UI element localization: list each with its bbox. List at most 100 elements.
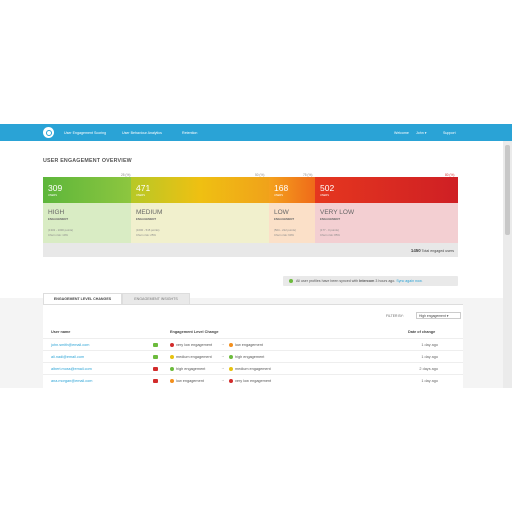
sync-notice: All user profiles have been synced with … xyxy=(283,276,458,286)
nav-label: User Engagement Scoring xyxy=(64,131,107,135)
to-level: low engagement xyxy=(235,343,263,347)
scrollbar-thumb[interactable] xyxy=(505,145,510,235)
threshold-label: 80 (%) xyxy=(445,173,455,177)
segment-count: 168 xyxy=(274,183,289,193)
user-menu[interactable]: John ▾ xyxy=(416,131,427,135)
table-row[interactable]: john.smith@email.com very low engagement… xyxy=(43,338,463,351)
card-points: (504 - 212 points) xyxy=(274,228,296,232)
nav-item-behaviour-analytics[interactable]: User Behaviour Analytics xyxy=(122,131,162,135)
overview-title: USER ENGAGEMENT OVERVIEW xyxy=(43,158,132,164)
sync-notice-text: All user profiles have been synced with … xyxy=(296,279,423,283)
card-low[interactable]: LOW ENGAGEMENT (504 - 212 points) Churn … xyxy=(269,203,315,243)
column-header-user: User name xyxy=(51,330,71,334)
change-date: 1 day ago xyxy=(421,355,438,359)
from-level: low engagement xyxy=(176,379,204,383)
nav-label: User Behaviour Analytics xyxy=(122,131,162,135)
segment-count: 309 xyxy=(48,183,63,193)
total-users-label: Total engaged users xyxy=(421,249,454,253)
segment-unit: USERS xyxy=(274,194,283,197)
user-email-link[interactable]: ali.nadi@email.com xyxy=(51,355,85,359)
segment-medium[interactable]: 471 USERS xyxy=(131,177,269,203)
card-churn-risk: Churn risk: 25% xyxy=(136,233,156,237)
sync-suffix: 3 hours ago. xyxy=(375,279,396,283)
threshold-label: 75 (%) xyxy=(303,173,313,177)
card-very-low[interactable]: VERY LOW ENGAGEMENT (177 - 0 points) Chu… xyxy=(315,203,458,243)
card-engagement: ENGAGEMENT xyxy=(274,217,295,221)
status-dot-icon xyxy=(229,379,233,383)
threshold-label: 25 (%) xyxy=(121,173,131,177)
card-medium[interactable]: MEDIUM ENGAGEMENT (1000 - 515 points) Ch… xyxy=(131,203,269,243)
card-level: MEDIUM xyxy=(136,209,163,216)
nav-item-retention[interactable]: Retention xyxy=(182,131,197,135)
nav-item-engagement-scoring[interactable]: User Engagement Scoring xyxy=(64,131,106,135)
total-users: 1450 Total engaged users xyxy=(411,248,454,253)
from-level: high engagement xyxy=(176,367,206,371)
sync-source: Intercom xyxy=(359,279,375,283)
check-icon xyxy=(289,279,293,283)
from-level: medium engagement xyxy=(176,355,212,359)
change-date: 1 day ago xyxy=(421,379,438,383)
user-email-link[interactable]: albert.moss@email.com xyxy=(51,367,92,371)
card-level: LOW xyxy=(274,209,289,216)
card-engagement: ENGAGEMENT xyxy=(320,217,341,221)
change-date: 1 day ago xyxy=(421,343,438,347)
engagement-distribution-bar: 309 USERS 471 USERS 168 USERS 502 USERS xyxy=(43,177,458,203)
trend-up-icon xyxy=(153,355,158,359)
engagement-changes-table: FILTER BY: High engagement ▾ User name E… xyxy=(43,304,463,389)
table-row[interactable]: albert.moss@email.com high engagement → … xyxy=(43,362,463,375)
segment-high[interactable]: 309 USERS xyxy=(43,177,131,203)
from-level: very low engagement xyxy=(176,343,213,347)
table-row[interactable]: ali.nadi@email.com medium engagement → h… xyxy=(43,350,463,363)
total-users-number: 1450 xyxy=(410,248,421,253)
change-date: 2 days ago xyxy=(419,367,438,371)
card-churn-risk: Churn risk: 85% xyxy=(320,233,340,237)
card-churn-risk: Churn risk: 10% xyxy=(48,233,68,237)
status-dot-icon xyxy=(229,355,233,359)
segment-count: 471 xyxy=(136,183,151,193)
status-dot-icon xyxy=(170,343,174,347)
total-users-bar: 1450 Total engaged users xyxy=(43,243,458,257)
card-engagement: ENGAGEMENT xyxy=(136,217,157,221)
card-points: (177 - 0 points) xyxy=(320,228,339,232)
filter-label: FILTER BY: xyxy=(386,314,404,318)
status-dot-icon xyxy=(170,355,174,359)
arrow-right-icon: → xyxy=(221,366,225,370)
status-dot-icon xyxy=(170,367,174,371)
column-header-change: Engagement Level Change xyxy=(170,330,219,334)
card-churn-risk: Churn risk: 60% xyxy=(274,233,294,237)
user-email-link[interactable]: john.smith@email.com xyxy=(51,343,90,347)
segment-count: 502 xyxy=(320,183,335,193)
status-dot-icon xyxy=(229,343,233,347)
user-email-link[interactable]: ana.morgan@email.com xyxy=(51,379,93,383)
card-points: (1332 - 1000 points) xyxy=(48,228,74,232)
trend-down-icon xyxy=(153,379,158,383)
segment-unit: USERS xyxy=(136,194,145,197)
arrow-right-icon: → xyxy=(221,342,225,346)
column-header-date: Date of change xyxy=(408,330,436,334)
support-link[interactable]: Support xyxy=(443,131,456,135)
sync-again-link[interactable]: Sync again now. xyxy=(396,279,423,283)
threshold-label: 50 (%) xyxy=(255,173,265,177)
arrow-right-icon: → xyxy=(221,354,225,358)
trend-up-icon xyxy=(153,343,158,347)
card-engagement: ENGAGEMENT xyxy=(48,217,69,221)
sync-prefix: All user profiles have been synced with xyxy=(296,279,359,283)
segment-unit: USERS xyxy=(320,194,329,197)
welcome-text: Welcome xyxy=(394,131,409,135)
intercom-logo-icon[interactable] xyxy=(43,127,54,138)
trend-down-icon xyxy=(153,367,158,371)
card-level: HIGH xyxy=(48,209,65,216)
to-level: medium engagement xyxy=(235,367,271,371)
status-dot-icon xyxy=(170,379,174,383)
engagement-cards: HIGH ENGAGEMENT (1332 - 1000 points) Chu… xyxy=(43,203,458,243)
arrow-right-icon: → xyxy=(221,378,225,382)
status-dot-icon xyxy=(229,367,233,371)
scrollbar[interactable] xyxy=(503,141,512,388)
segment-low[interactable]: 168 USERS xyxy=(269,177,315,203)
nav-label: Retention xyxy=(182,131,198,135)
card-level: VERY LOW xyxy=(320,209,355,216)
segment-very-low[interactable]: 502 USERS xyxy=(315,177,458,203)
filter-select[interactable]: High engagement ▾ xyxy=(416,312,461,319)
table-row[interactable]: ana.morgan@email.com low engagement → ve… xyxy=(43,374,463,387)
card-high[interactable]: HIGH ENGAGEMENT (1332 - 1000 points) Chu… xyxy=(43,203,131,243)
